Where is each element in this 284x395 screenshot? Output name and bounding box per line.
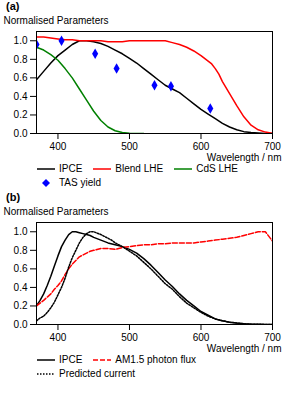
svg-text:Normalised Parameters: Normalised Parameters: [4, 15, 109, 26]
html-text:Predicted current: Predicted current: [59, 368, 136, 379]
svg-text:400: 400: [50, 332, 67, 343]
svg-text:0.4: 0.4: [14, 91, 28, 102]
svg-text:600: 600: [193, 332, 210, 343]
svg-text:600: 600: [193, 141, 210, 152]
svg-text:0.8: 0.8: [14, 245, 28, 256]
svg-text:Wavelength / nm: Wavelength / nm: [207, 343, 282, 354]
svg-text:0.0: 0.0: [14, 319, 28, 330]
svg-text:700: 700: [264, 332, 281, 343]
html-text:Blend LHE: Blend LHE: [115, 163, 164, 174]
html-text:CdS LHE: CdS LHE: [196, 163, 238, 174]
svg-text:500: 500: [121, 141, 138, 152]
svg-text:700: 700: [264, 141, 281, 152]
svg-text:0.6: 0.6: [14, 72, 28, 83]
html-text:(b): (b): [6, 191, 20, 203]
svg-text:400: 400: [50, 141, 67, 152]
svg-text:0.6: 0.6: [14, 263, 28, 274]
svg-text:0.0: 0.0: [14, 128, 28, 139]
svg-text:Normalised Parameters: Normalised Parameters: [4, 206, 109, 217]
svg-text:Wavelength / nm: Wavelength / nm: [207, 152, 282, 163]
svg-text:0.2: 0.2: [14, 300, 28, 311]
svg-text:0.2: 0.2: [14, 109, 28, 120]
html-text:IPCE: IPCE: [59, 354, 83, 365]
html-text:AM1.5 photon flux: AM1.5 photon flux: [115, 354, 196, 365]
svg-text:0.4: 0.4: [14, 282, 28, 293]
html-text:IPCE: IPCE: [59, 163, 83, 174]
html-text:(a): (a): [6, 0, 20, 12]
svg-text:0.8: 0.8: [14, 54, 28, 65]
svg-text:1.0: 1.0: [14, 35, 28, 46]
svg-text:1.0: 1.0: [14, 226, 28, 237]
html-text:TAS yield: TAS yield: [59, 177, 102, 188]
svg-text:500: 500: [121, 332, 138, 343]
